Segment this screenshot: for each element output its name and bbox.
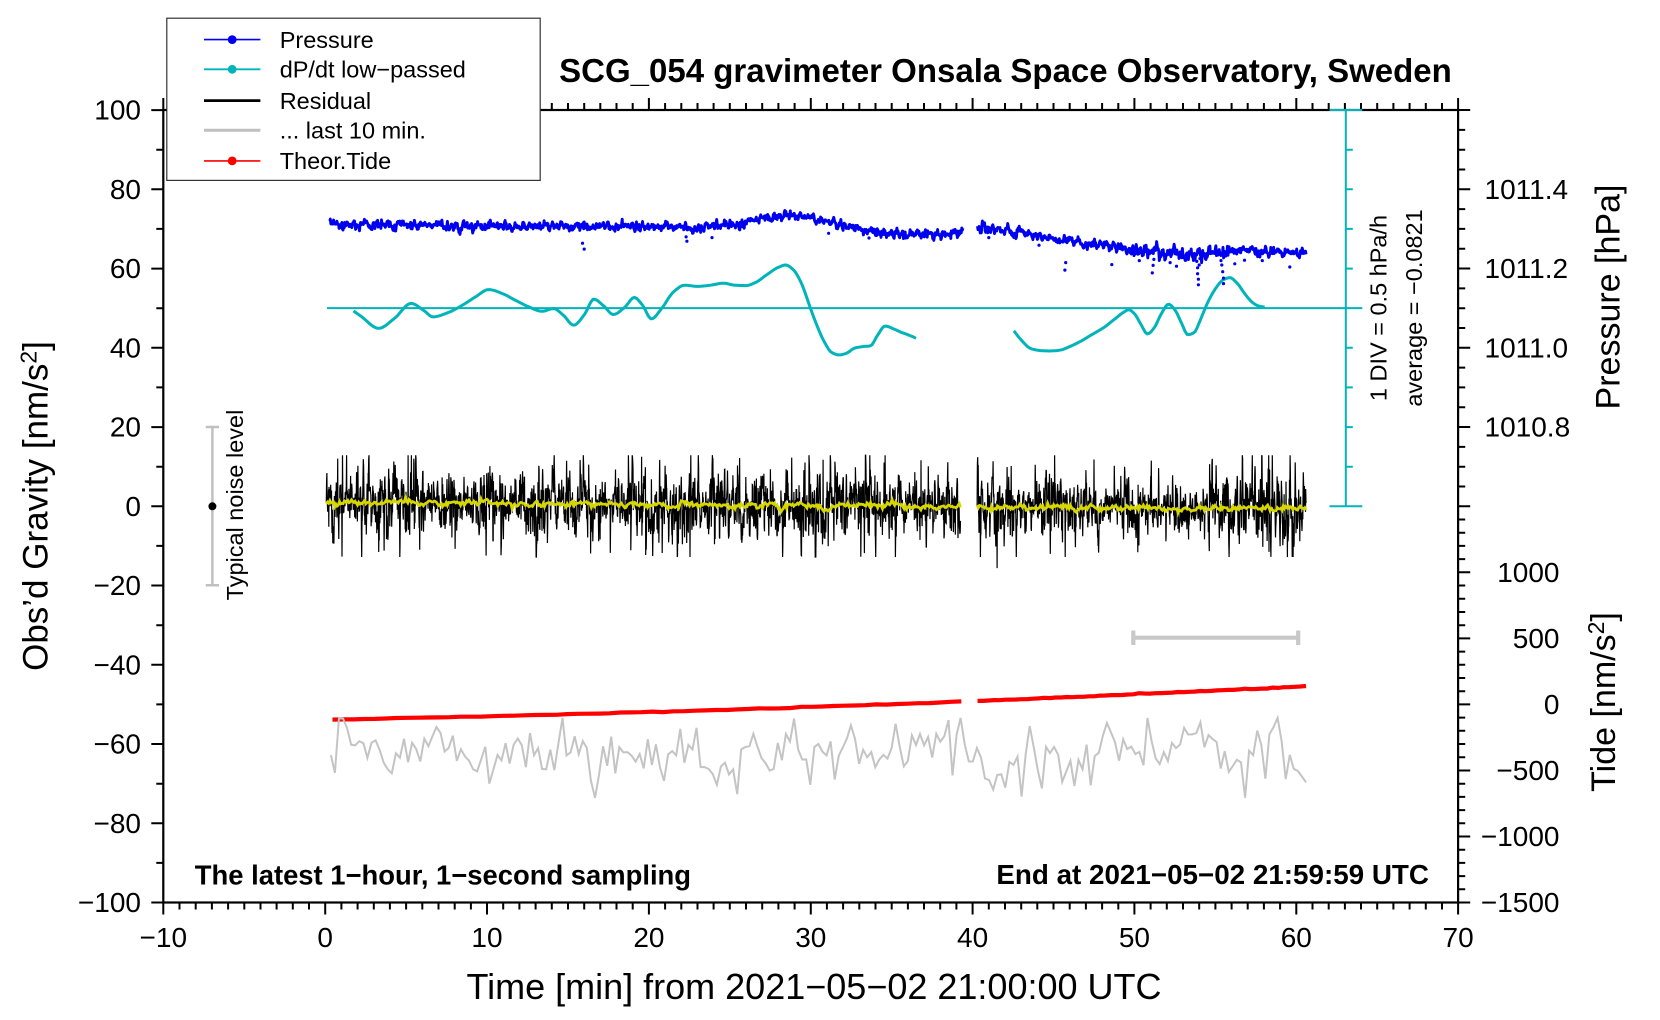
- svg-text:Tide [nm/s2]: Tide [nm/s2]: [1583, 612, 1623, 792]
- svg-text:500: 500: [1513, 623, 1560, 654]
- svg-text:Typical noise level: Typical noise level: [222, 410, 248, 601]
- svg-text:Pressure [hPa]: Pressure [hPa]: [1590, 185, 1628, 410]
- svg-text:20: 20: [110, 412, 141, 443]
- svg-text:40: 40: [110, 332, 141, 363]
- svg-text:−40: −40: [94, 649, 142, 680]
- svg-text:Obs’d Gravity [nm/s2]: Obs’d Gravity [nm/s2]: [16, 341, 56, 671]
- svg-text:100: 100: [94, 95, 141, 126]
- svg-text:20: 20: [633, 922, 664, 953]
- svg-text:1011.2: 1011.2: [1485, 253, 1569, 284]
- svg-text:1011.4: 1011.4: [1485, 174, 1569, 205]
- svg-text:The latest 1−hour, 1−second sa: The latest 1−hour, 1−second sampling: [195, 859, 691, 890]
- svg-text:Residual: Residual: [280, 88, 371, 114]
- svg-text:−80: −80: [94, 808, 142, 839]
- svg-text:−1500: −1500: [1481, 887, 1560, 918]
- svg-text:10: 10: [471, 922, 502, 953]
- svg-text:Theor.Tide: Theor.Tide: [280, 148, 391, 174]
- svg-text:1000: 1000: [1497, 557, 1559, 588]
- svg-text:... last 10 min.: ... last 10 min.: [280, 118, 426, 144]
- svg-text:60: 60: [110, 253, 141, 284]
- svg-text:0: 0: [125, 491, 141, 522]
- svg-text:End at 2021−05−02 21:59:59 UTC: End at 2021−05−02 21:59:59 UTC: [996, 859, 1429, 890]
- svg-text:dP/dt low−passed: dP/dt low−passed: [280, 57, 466, 83]
- svg-text:1010.8: 1010.8: [1485, 412, 1571, 443]
- svg-text:40: 40: [957, 922, 988, 953]
- svg-text:−10: −10: [140, 922, 188, 953]
- svg-text:50: 50: [1119, 922, 1150, 953]
- svg-text:30: 30: [795, 922, 826, 953]
- svg-text:1 DIV = 0.5 hPa/h: 1 DIV = 0.5 hPa/h: [1366, 215, 1392, 401]
- svg-text:−500: −500: [1496, 755, 1559, 786]
- svg-text:70: 70: [1443, 922, 1474, 953]
- svg-text:−1000: −1000: [1481, 821, 1560, 852]
- svg-text:−20: −20: [94, 570, 142, 601]
- svg-text:80: 80: [110, 174, 141, 205]
- svg-text:1011.0: 1011.0: [1485, 332, 1569, 363]
- svg-text:0: 0: [1544, 689, 1560, 720]
- svg-text:−60: −60: [94, 729, 142, 760]
- svg-text:60: 60: [1281, 922, 1312, 953]
- svg-text:Pressure: Pressure: [280, 27, 374, 53]
- svg-text:Time [min] from 2021−05−02 21:: Time [min] from 2021−05−02 21:00:00 UTC: [466, 966, 1161, 1007]
- svg-text:average = −0.0821: average = −0.0821: [1401, 209, 1427, 406]
- svg-text:0: 0: [317, 922, 333, 953]
- svg-text:−100: −100: [78, 887, 141, 918]
- svg-text:SCG_054 gravimeter Onsala Spac: SCG_054 gravimeter Onsala Space Observat…: [559, 52, 1452, 89]
